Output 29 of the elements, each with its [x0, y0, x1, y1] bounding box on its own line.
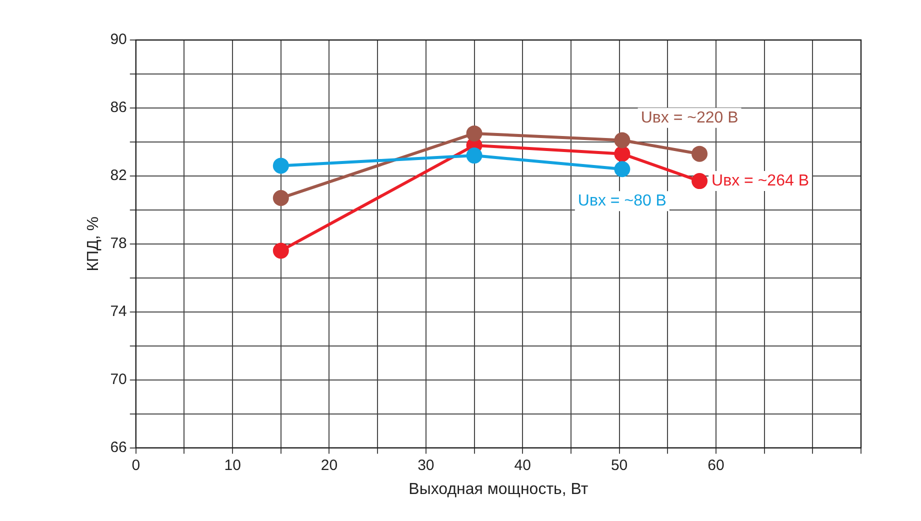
series-label: Uвх = ~220 В [640, 109, 738, 126]
y-axis-title: КПД, % [85, 216, 102, 272]
point [466, 125, 482, 142]
point [614, 132, 630, 148]
y-tick-label: 74 [110, 303, 127, 320]
y-tick-label: 66 [110, 438, 127, 456]
series-label: Uвх = ~264 В [712, 172, 809, 190]
x-tick-label: 20 [320, 456, 338, 474]
y-tick-label: 78 [110, 235, 127, 252]
y-tick-label: 86 [110, 99, 127, 116]
x-tick-label: 30 [418, 456, 434, 474]
point [272, 158, 289, 174]
x-tick-label: 50 [610, 456, 628, 474]
point [272, 242, 289, 259]
point [272, 190, 289, 206]
x-tick-label: 10 [224, 456, 241, 474]
y-tick-label: 82 [110, 167, 127, 184]
point [466, 148, 482, 164]
x-tick-label: 40 [514, 456, 531, 474]
point [614, 146, 630, 162]
point [614, 161, 630, 178]
x-tick-label: 60 [708, 456, 724, 474]
point [692, 146, 708, 162]
x-tick-label: 0 [132, 456, 140, 474]
point [692, 173, 708, 190]
series-label: Uвх = ~80 В [578, 192, 666, 210]
y-tick-label: 90 [110, 31, 127, 48]
x-axis-title: Выходная мощность, Вт [408, 480, 589, 498]
y-tick-label: 70 [110, 370, 127, 388]
